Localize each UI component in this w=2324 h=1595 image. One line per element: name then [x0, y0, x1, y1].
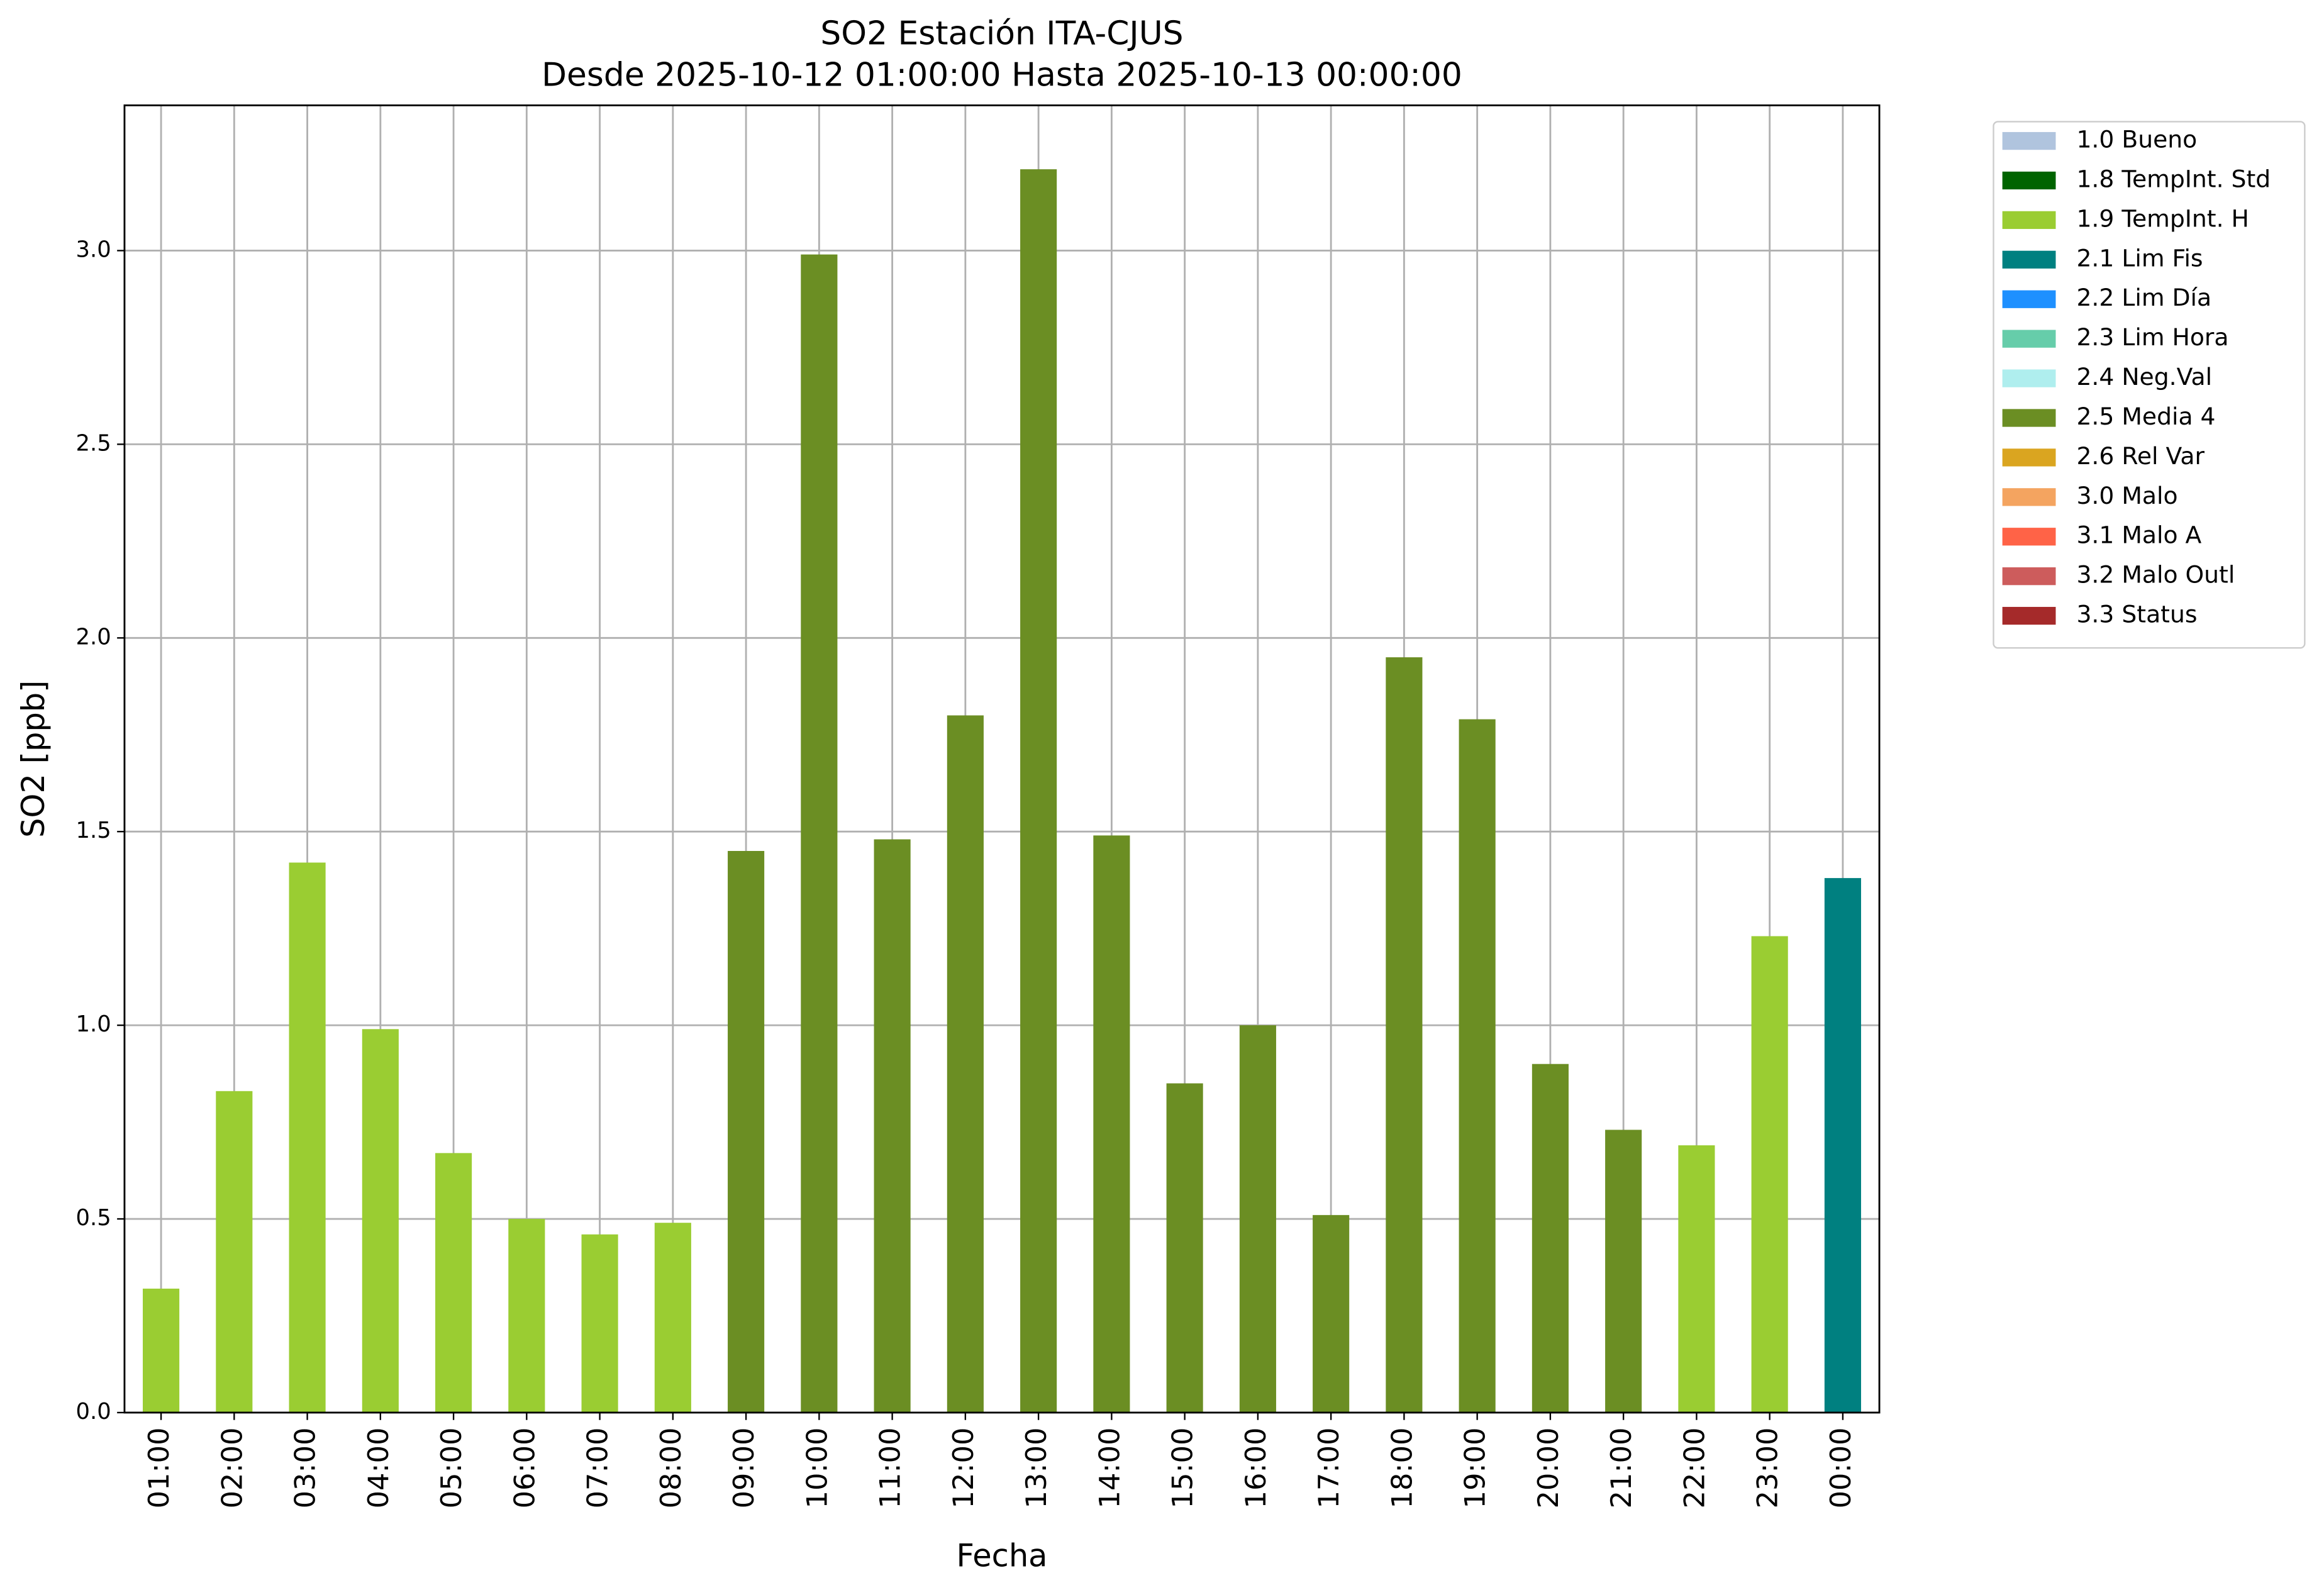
legend-label: 1.8 TempInt. Std: [2076, 165, 2271, 192]
x-tick-label: 15:00: [1166, 1428, 1199, 1509]
y-tick-label: 0.0: [76, 1399, 111, 1425]
bar: [728, 850, 765, 1413]
x-tick-label: 01:00: [142, 1428, 175, 1509]
x-axis-label: Fecha: [956, 1537, 1047, 1574]
legend-swatch: [2002, 290, 2056, 308]
legend-label: 3.2 Malo Outl: [2076, 561, 2235, 589]
bar: [801, 254, 838, 1413]
legend-label: 2.4 Neg.Val: [2076, 363, 2212, 391]
x-tick-label: 21:00: [1604, 1428, 1638, 1509]
x-tick-label: 03:00: [289, 1428, 322, 1509]
bar: [1166, 1083, 1203, 1413]
bar: [1020, 169, 1057, 1413]
legend-swatch: [2002, 369, 2056, 387]
x-tick-label: 20:00: [1532, 1428, 1565, 1509]
x-tick-label: 04:00: [362, 1428, 395, 1509]
legend-swatch: [2002, 330, 2056, 348]
x-tick-label: 18:00: [1385, 1428, 1418, 1509]
legend-swatch: [2002, 448, 2056, 467]
y-tick-label: 1.0: [76, 1011, 111, 1037]
x-tick-label: 13:00: [1020, 1428, 1053, 1509]
bar: [508, 1219, 545, 1413]
bar: [1532, 1064, 1569, 1413]
x-tick-label: 16:00: [1239, 1428, 1272, 1509]
legend-label: 1.0 Bueno: [2076, 126, 2197, 153]
y-tick-label: 2.0: [76, 624, 111, 650]
x-tick-label: 06:00: [508, 1428, 541, 1509]
legend-label: 2.3 Lim Hora: [2076, 323, 2228, 351]
chart-subtitle: Desde 2025-10-12 01:00:00 Hasta 2025-10-…: [542, 57, 1462, 94]
x-tick-label: 00:00: [1824, 1428, 1857, 1509]
y-tick-label: 2.5: [76, 430, 111, 456]
x-tick-label: 08:00: [654, 1428, 687, 1509]
x-tick-label: 17:00: [1312, 1428, 1345, 1509]
bar: [1239, 1025, 1276, 1413]
legend-swatch: [2002, 171, 2056, 190]
legend-label: 1.9 TempInt. H: [2076, 204, 2249, 232]
y-tick-label: 0.5: [76, 1205, 111, 1231]
legend-swatch: [2002, 211, 2056, 230]
bar: [289, 862, 326, 1413]
bar: [1386, 657, 1423, 1413]
x-tick-label: 09:00: [727, 1428, 760, 1509]
x-tick-label: 22:00: [1677, 1428, 1711, 1509]
x-tick-label: 05:00: [435, 1428, 468, 1509]
bar: [581, 1234, 618, 1413]
plot-frame: [123, 104, 1881, 1414]
legend-label: 2.5 Media 4: [2076, 403, 2215, 430]
legend-label: 2.1 Lim Fis: [2076, 244, 2203, 272]
legend-label: 2.2 Lim Día: [2076, 284, 2211, 311]
legend-swatch: [2002, 488, 2056, 506]
bar: [654, 1223, 691, 1413]
x-tick-label: 02:00: [215, 1428, 248, 1509]
bar: [1605, 1130, 1642, 1413]
chart-title: SO2 Estación ITA-CJUS: [820, 15, 1183, 53]
legend-label: 3.0 Malo: [2076, 482, 2177, 509]
legend-label: 3.1 Malo A: [2076, 521, 2201, 549]
bar: [435, 1153, 472, 1413]
legend-swatch: [2002, 567, 2056, 586]
y-tick-label: 1.5: [76, 818, 111, 843]
bar: [143, 1288, 180, 1413]
legend-swatch: [2002, 409, 2056, 427]
bar: [1093, 835, 1130, 1413]
x-tick-label: 14:00: [1093, 1428, 1126, 1509]
bar: [947, 715, 984, 1413]
legend-swatch: [2002, 131, 2056, 150]
bar: [1751, 936, 1788, 1413]
y-tick-label: 3.0: [76, 236, 111, 262]
x-tick-label: 12:00: [947, 1428, 980, 1509]
x-tick-label: 19:00: [1459, 1428, 1492, 1509]
y-axis-label: SO2 [ppb]: [15, 681, 52, 838]
legend-label: 3.3 Status: [2076, 601, 2197, 628]
legend-swatch: [2002, 528, 2056, 546]
bar: [1678, 1145, 1715, 1413]
x-tick-label: 23:00: [1751, 1428, 1784, 1509]
bar: [1824, 878, 1861, 1413]
x-tick-label: 07:00: [581, 1428, 614, 1509]
legend-box: [1993, 121, 2306, 649]
bar: [216, 1091, 253, 1413]
bar: [1459, 719, 1496, 1413]
legend-label: 2.6 Rel Var: [2076, 442, 2204, 470]
legend-swatch: [2002, 250, 2056, 269]
bar: [362, 1029, 399, 1413]
x-tick-label: 10:00: [800, 1428, 833, 1509]
legend-swatch: [2002, 606, 2056, 625]
bar: [874, 839, 911, 1413]
x-tick-label: 11:00: [874, 1428, 907, 1509]
bar: [1313, 1214, 1350, 1413]
